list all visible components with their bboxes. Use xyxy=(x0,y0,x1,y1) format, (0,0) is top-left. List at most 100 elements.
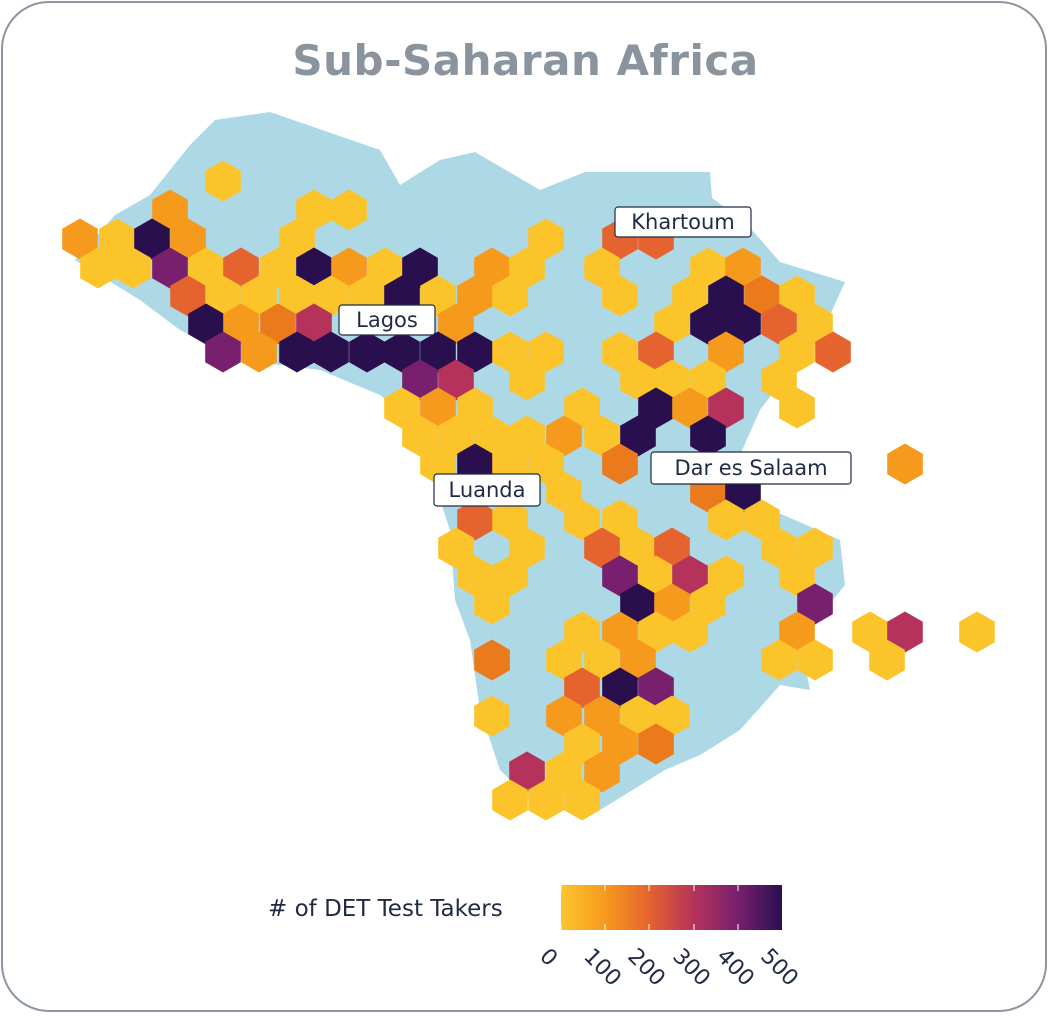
hex-cell xyxy=(654,695,690,737)
lagos-label-text: Lagos xyxy=(356,308,418,332)
hex-cell xyxy=(690,415,726,457)
hex-cell xyxy=(708,499,744,541)
hex-cell xyxy=(654,583,690,625)
hex-cell xyxy=(602,667,638,709)
hex-cell xyxy=(420,387,456,429)
hex-cell xyxy=(170,275,206,317)
hex-cell xyxy=(260,247,296,289)
hex-cell xyxy=(279,218,315,260)
hex-cell xyxy=(241,275,277,317)
hex-cell xyxy=(546,639,582,681)
hex-cell xyxy=(492,555,528,597)
hex-cell xyxy=(349,331,385,373)
hex-cell xyxy=(761,639,797,681)
hex-cell xyxy=(492,331,528,373)
hex-cell xyxy=(708,331,744,373)
hex-cell xyxy=(638,723,674,765)
hex-cell xyxy=(584,527,620,569)
hex-cell xyxy=(869,639,905,681)
hex-cell xyxy=(564,779,600,821)
hex-cell xyxy=(725,303,761,345)
hex-cell xyxy=(509,247,545,289)
hex-cell xyxy=(690,303,726,345)
hex-cell xyxy=(313,331,349,373)
hex-cell xyxy=(620,527,656,569)
hex-cell xyxy=(708,387,744,429)
hex-cell xyxy=(457,275,493,317)
hex-cell xyxy=(602,723,638,765)
hex-cell xyxy=(367,247,403,289)
hex-cell xyxy=(205,160,241,202)
hex-cell xyxy=(331,189,367,231)
hex-cell xyxy=(546,695,582,737)
hex-cell xyxy=(602,443,638,485)
hex-cell xyxy=(564,611,600,653)
hex-cell xyxy=(852,611,888,653)
hex-cell xyxy=(474,415,510,457)
hex-cell xyxy=(528,218,564,260)
hex-cell xyxy=(223,303,259,345)
hex-cell xyxy=(690,359,726,401)
hex-cell xyxy=(779,331,815,373)
hex-cell xyxy=(188,303,224,345)
hex-cell xyxy=(672,555,708,597)
hex-cell xyxy=(474,639,510,681)
hex-cell xyxy=(438,415,474,457)
hex-cell xyxy=(584,415,620,457)
hex-cell xyxy=(761,303,797,345)
hex-cell xyxy=(492,779,528,821)
hex-cell xyxy=(638,555,674,597)
chart-title: Sub-Saharan Africa xyxy=(292,36,759,85)
hex-cell xyxy=(887,611,923,653)
hex-cell xyxy=(708,555,744,597)
hex-cell xyxy=(492,499,528,541)
hex-cell xyxy=(134,218,170,260)
luanda-label: Luanda xyxy=(433,473,541,507)
hex-cell xyxy=(602,499,638,541)
hex-cell xyxy=(438,527,474,569)
hex-cell xyxy=(779,387,815,429)
hex-cell xyxy=(457,499,493,541)
hex-cell xyxy=(457,387,493,429)
hex-cell xyxy=(260,303,296,345)
hex-cell xyxy=(296,189,332,231)
hex-cell xyxy=(457,331,493,373)
hex-cell xyxy=(779,611,815,653)
hex-cell xyxy=(474,247,510,289)
hex-cell xyxy=(99,218,135,260)
hex-cell xyxy=(384,387,420,429)
hex-cell xyxy=(492,275,528,317)
khartoum-label-text: Khartoum xyxy=(631,210,734,234)
hex-cell xyxy=(690,247,726,289)
hex-cell xyxy=(402,247,438,289)
hex-cell xyxy=(638,611,674,653)
hex-cell xyxy=(546,471,582,513)
hex-cell xyxy=(638,667,674,709)
hex-cell xyxy=(959,611,995,653)
hex-cell xyxy=(474,583,510,625)
hex-cell xyxy=(509,359,545,401)
hex-cell xyxy=(241,331,277,373)
hex-cell xyxy=(80,247,116,289)
hex-cell xyxy=(564,667,600,709)
hex-cell xyxy=(620,415,656,457)
hex-cell xyxy=(620,695,656,737)
legend-colorbar xyxy=(561,885,782,930)
hex-cell xyxy=(797,583,833,625)
hex-cell xyxy=(708,275,744,317)
hex-cell xyxy=(279,331,315,373)
hex-cell xyxy=(654,527,690,569)
hex-cell xyxy=(546,751,582,793)
hex-cell xyxy=(205,331,241,373)
legend-tick-marks xyxy=(560,885,739,930)
hex-cell xyxy=(584,639,620,681)
hex-cell xyxy=(170,218,206,260)
hex-layer xyxy=(62,160,995,821)
hex-cell xyxy=(331,247,367,289)
dar-es-salaam-label-text: Dar es Salaam xyxy=(674,456,827,480)
hex-cell xyxy=(296,303,332,345)
hex-cell xyxy=(761,359,797,401)
hex-cell xyxy=(528,779,564,821)
hex-cell xyxy=(528,331,564,373)
hex-cell xyxy=(620,359,656,401)
